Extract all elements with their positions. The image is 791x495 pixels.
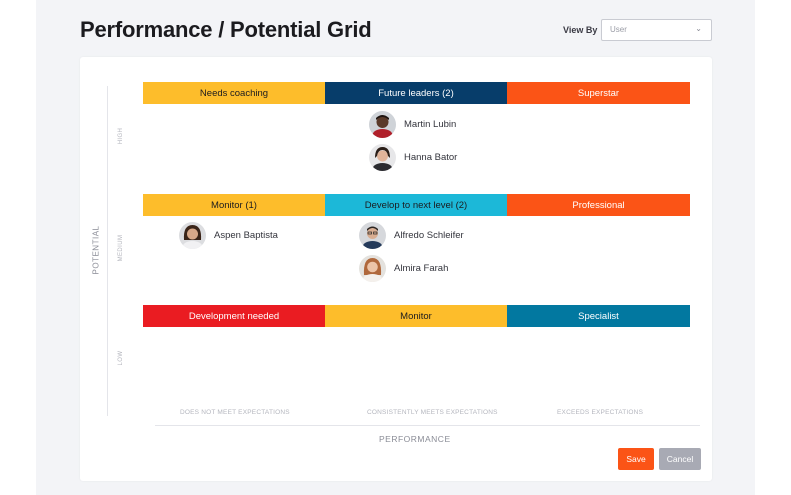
row-label-medium: MEDIUM [118,234,124,262]
avatar [369,110,396,138]
view-by-value: User [610,25,627,34]
avatar [359,254,386,282]
person-card-aspen[interactable]: Aspen Baptista [179,221,278,249]
cell-specialist[interactable]: Specialist [507,305,690,327]
column-label-does-not-meet: DOES NOT MEET EXPECTATIONS [180,409,290,416]
cell-develop-to-next-level[interactable]: Develop to next level (2) [325,194,507,216]
cell-superstar[interactable]: Superstar [507,82,690,104]
view-by-label: View By [563,25,598,35]
avatar [179,221,206,249]
person-name: Almira Farah [394,262,449,274]
row-label-low: LOW [118,350,124,366]
grid-card [80,57,712,481]
band-high: Needs coaching Future leaders (2) Supers… [143,82,690,104]
column-label-consistently-meets: CONSISTENTLY MEETS EXPECTATIONS [367,409,498,416]
band-medium: Monitor (1) Develop to next level (2) Pr… [143,194,690,216]
cell-professional[interactable]: Professional [507,194,690,216]
cell-development-needed[interactable]: Development needed [143,305,325,327]
save-button[interactable]: Save [618,448,654,470]
cell-monitor-medium[interactable]: Monitor (1) [143,194,325,216]
avatar [359,221,386,249]
person-name: Martin Lubin [404,118,457,130]
cancel-button[interactable]: Cancel [659,448,701,470]
person-card-alfredo[interactable]: Alfredo Schleifer [359,221,464,249]
potential-axis-line [107,86,108,416]
view-by-select[interactable]: User ⌄ [601,19,712,41]
person-name: Aspen Baptista [214,229,278,241]
person-card-martin[interactable]: Martin Lubin [369,110,456,138]
person-name: Alfredo Schleifer [394,229,464,241]
person-card-hanna[interactable]: Hanna Bator [369,143,457,171]
avatar [369,143,396,171]
performance-axis-label: PERFORMANCE [379,434,451,444]
cell-needs-coaching[interactable]: Needs coaching [143,82,325,104]
chevron-down-icon: ⌄ [695,24,702,33]
cell-future-leaders[interactable]: Future leaders (2) [325,82,507,104]
performance-axis-line [155,425,700,426]
page-title: Performance / Potential Grid [80,17,372,42]
cell-monitor-low[interactable]: Monitor [325,305,507,327]
band-low: Development needed Monitor Specialist [143,305,690,327]
row-label-high: HIGH [118,127,124,145]
column-label-exceeds: EXCEEDS EXPECTATIONS [557,409,644,416]
potential-axis-label: POTENTIAL [91,225,101,275]
person-name: Hanna Bator [404,151,458,163]
person-card-almira[interactable]: Almira Farah [359,254,448,282]
